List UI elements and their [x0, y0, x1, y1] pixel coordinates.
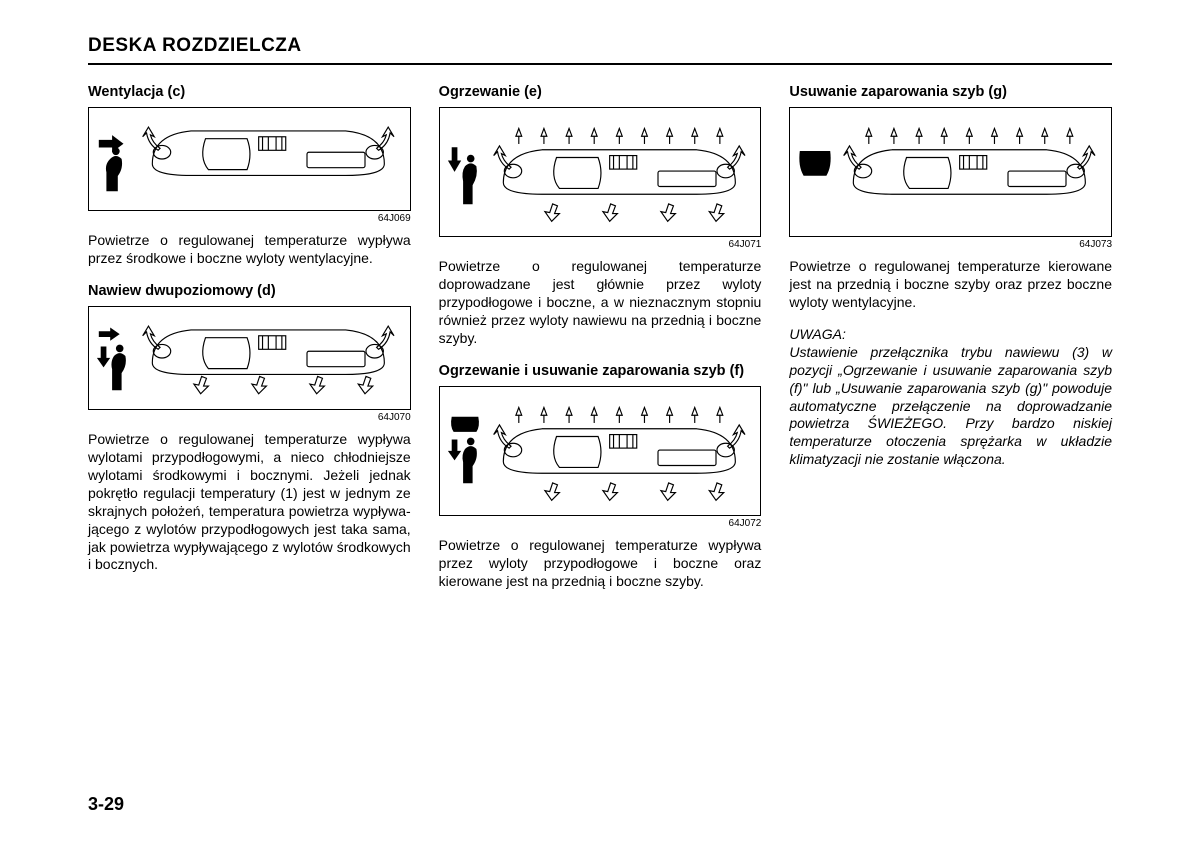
mode-icon [796, 132, 834, 212]
figure-label: 64J073 [789, 239, 1112, 250]
figure-label: 64J072 [439, 518, 762, 529]
section-heading: Nawiew dwupoziomowy (d) [88, 282, 411, 300]
column: Ogrzewanie (e) 64J071 Powietrze o regulow… [439, 83, 762, 605]
column: Usuwanie zaparowania szyb (g) 64J073 Powi… [789, 83, 1112, 605]
figure-label: 64J071 [439, 239, 762, 250]
dashboard-diagram [484, 114, 755, 230]
figure [439, 107, 762, 237]
section-heading: Wentylacja (c) [88, 83, 411, 101]
paragraph: Powietrze o regulowanej temperaturze wyp… [88, 232, 411, 268]
page-number: 3-29 [88, 794, 124, 815]
figure [88, 107, 411, 211]
dashboard-diagram [133, 114, 404, 204]
section-heading: Ogrzewanie i usuwanie zaparowania szyb (… [439, 362, 762, 380]
paragraph: Powietrze o regulowanej temperaturze dop… [439, 258, 762, 348]
mode-icon [446, 411, 484, 491]
paragraph: Powietrze o regulowanej temperaturze kie… [789, 258, 1112, 312]
dashboard-diagram [133, 313, 404, 403]
content-columns: Wentylacja (c) 64J069 Powietrze o regulow… [88, 83, 1112, 605]
mode-icon [95, 119, 133, 199]
note-label: UWAGA: [789, 326, 1112, 342]
figure-label: 64J070 [88, 412, 411, 423]
dashboard-diagram [484, 393, 755, 509]
column: Wentylacja (c) 64J069 Powietrze o regulow… [88, 83, 411, 605]
note-text: Ustawienie przełącznika trybu nawiewu (3… [789, 344, 1112, 469]
figure [88, 306, 411, 410]
mode-icon [95, 318, 133, 398]
figure [439, 386, 762, 516]
section-heading: Usuwanie zaparowania szyb (g) [789, 83, 1112, 101]
mode-icon [446, 132, 484, 212]
dashboard-diagram [834, 114, 1105, 230]
page-title: DESKA ROZDZIELCZA [88, 35, 1112, 65]
paragraph: Powietrze o regulowanej temperaturze wy­… [88, 431, 411, 574]
figure-label: 64J069 [88, 213, 411, 224]
paragraph: Powietrze o regulowanej temperaturze wyp… [439, 537, 762, 591]
figure [789, 107, 1112, 237]
section-heading: Ogrzewanie (e) [439, 83, 762, 101]
